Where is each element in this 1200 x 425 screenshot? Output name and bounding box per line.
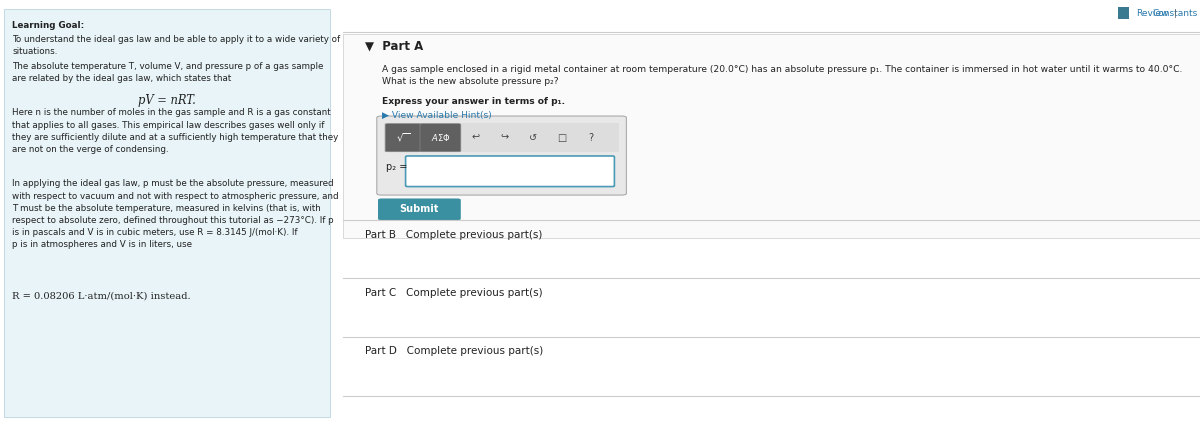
FancyBboxPatch shape [378, 198, 461, 220]
Text: Part B   Complete previous part(s): Part B Complete previous part(s) [365, 230, 542, 240]
Bar [384, 123, 619, 152]
Bar [1118, 7, 1129, 19]
Text: $\sqrt{\ }$: $\sqrt{\ }$ [396, 131, 410, 144]
FancyBboxPatch shape [406, 156, 614, 187]
Text: □: □ [557, 133, 566, 143]
FancyBboxPatch shape [420, 124, 461, 152]
Text: Review: Review [1136, 9, 1169, 18]
Text: $A\Sigma\Phi$: $A\Sigma\Phi$ [431, 132, 450, 143]
Text: p₂ =: p₂ = [386, 162, 408, 172]
Text: Part D   Complete previous part(s): Part D Complete previous part(s) [365, 346, 544, 357]
Text: Learning Goal:: Learning Goal: [12, 21, 84, 30]
Bar [4, 8, 330, 416]
Text: pV = nRT.: pV = nRT. [138, 94, 196, 108]
Text: Part C   Complete previous part(s): Part C Complete previous part(s) [365, 288, 542, 298]
Text: ↩: ↩ [472, 133, 479, 143]
Text: Express your answer in terms of p₁.: Express your answer in terms of p₁. [382, 97, 565, 106]
Text: ↺: ↺ [529, 133, 536, 143]
FancyBboxPatch shape [377, 116, 626, 195]
Text: Submit: Submit [400, 204, 439, 214]
Text: Here n is the number of moles in the gas sample and R is a gas constant
that app: Here n is the number of moles in the gas… [12, 108, 338, 154]
Text: ▼  Part A: ▼ Part A [365, 39, 424, 52]
Text: To understand the ideal gas law and be able to apply it to a wide variety of
sit: To understand the ideal gas law and be a… [12, 35, 340, 56]
Text: ↪: ↪ [500, 133, 508, 143]
Text: ▶ View Available Hint(s): ▶ View Available Hint(s) [382, 111, 491, 120]
Bar [343, 34, 1200, 238]
Text: ?: ? [588, 133, 593, 143]
Text: |: | [1175, 9, 1177, 18]
Text: Constants: Constants [1153, 9, 1198, 18]
Text: A gas sample enclosed in a rigid metal container at room temperature (20.0°C) ha: A gas sample enclosed in a rigid metal c… [382, 65, 1182, 86]
Text: R = 0.08206 L·atm/(mol·K) instead.: R = 0.08206 L·atm/(mol·K) instead. [12, 291, 191, 300]
Text: In applying the ideal gas law, p must be the absolute pressure, measured
with re: In applying the ideal gas law, p must be… [12, 179, 338, 249]
Text: The absolute temperature T, volume V, and pressure p of a gas sample
are related: The absolute temperature T, volume V, an… [12, 62, 323, 83]
FancyBboxPatch shape [385, 124, 421, 152]
Bar [343, 0, 1200, 425]
